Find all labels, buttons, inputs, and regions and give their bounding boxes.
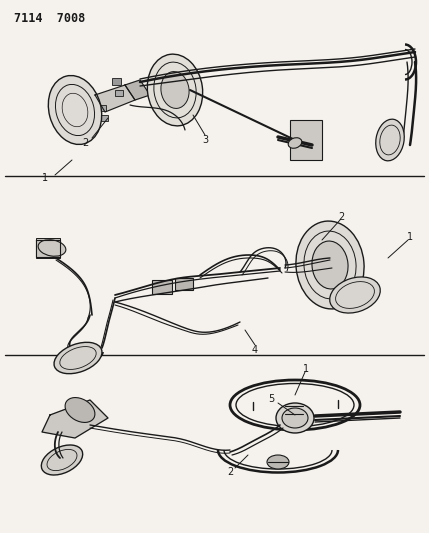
Ellipse shape xyxy=(161,71,189,108)
Text: 2: 2 xyxy=(338,212,344,222)
Polygon shape xyxy=(36,240,60,257)
Bar xyxy=(100,115,108,121)
Text: 7114  7008: 7114 7008 xyxy=(14,12,85,25)
Bar xyxy=(36,238,60,258)
Ellipse shape xyxy=(38,240,66,256)
Bar xyxy=(112,78,121,85)
Ellipse shape xyxy=(276,403,314,433)
Ellipse shape xyxy=(48,76,102,144)
Bar xyxy=(152,280,172,294)
Polygon shape xyxy=(42,400,108,438)
Text: 5: 5 xyxy=(268,394,274,404)
Text: 4: 4 xyxy=(252,345,258,355)
Ellipse shape xyxy=(41,445,83,475)
Ellipse shape xyxy=(330,277,380,313)
Bar xyxy=(285,406,303,414)
Bar xyxy=(290,120,322,160)
Text: 1: 1 xyxy=(42,173,48,183)
Text: 3: 3 xyxy=(202,135,208,145)
Bar xyxy=(98,105,106,111)
Ellipse shape xyxy=(65,398,95,423)
Text: 1: 1 xyxy=(407,232,413,242)
Ellipse shape xyxy=(376,119,404,161)
Bar xyxy=(175,278,193,290)
Ellipse shape xyxy=(296,221,364,309)
Bar xyxy=(115,90,123,96)
Text: 1: 1 xyxy=(303,364,309,374)
Ellipse shape xyxy=(288,138,302,148)
Ellipse shape xyxy=(312,241,348,289)
Polygon shape xyxy=(95,85,135,112)
Text: 2: 2 xyxy=(227,467,233,477)
Ellipse shape xyxy=(267,455,289,469)
Ellipse shape xyxy=(282,408,308,428)
Ellipse shape xyxy=(147,54,202,126)
Ellipse shape xyxy=(54,342,102,374)
Text: 2: 2 xyxy=(82,138,88,148)
Polygon shape xyxy=(125,80,150,100)
